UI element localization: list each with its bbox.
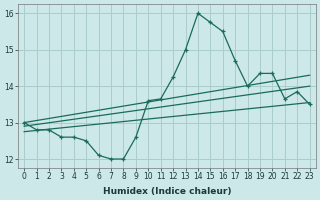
X-axis label: Humidex (Indice chaleur): Humidex (Indice chaleur)	[103, 187, 231, 196]
